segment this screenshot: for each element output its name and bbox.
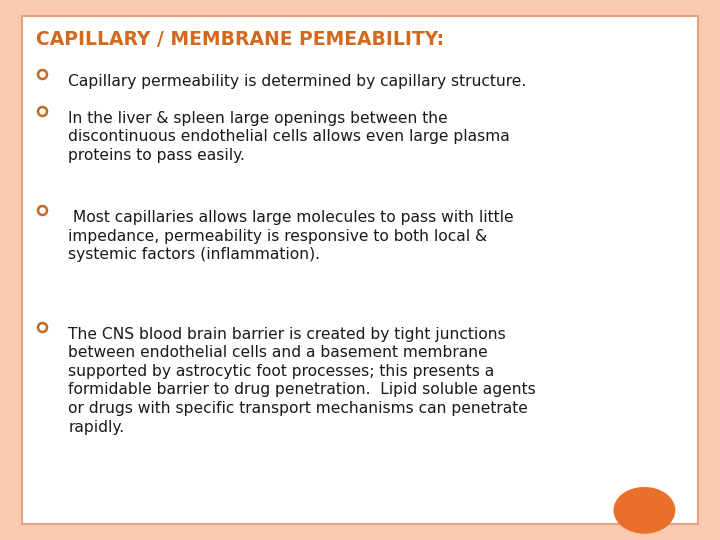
Text: In the liver & spleen large openings between the
discontinuous endothelial cells: In the liver & spleen large openings bet… bbox=[68, 111, 510, 163]
Text: CAPILLARY / MEMBRANE PEMEABILITY:: CAPILLARY / MEMBRANE PEMEABILITY: bbox=[36, 30, 444, 49]
Circle shape bbox=[614, 488, 675, 533]
Text: The CNS blood brain barrier is created by tight junctions
between endothelial ce: The CNS blood brain barrier is created b… bbox=[68, 327, 536, 435]
Text: Most capillaries allows large molecules to pass with little
impedance, permeabil: Most capillaries allows large molecules … bbox=[68, 210, 514, 262]
Text: Capillary permeability is determined by capillary structure.: Capillary permeability is determined by … bbox=[68, 74, 526, 89]
